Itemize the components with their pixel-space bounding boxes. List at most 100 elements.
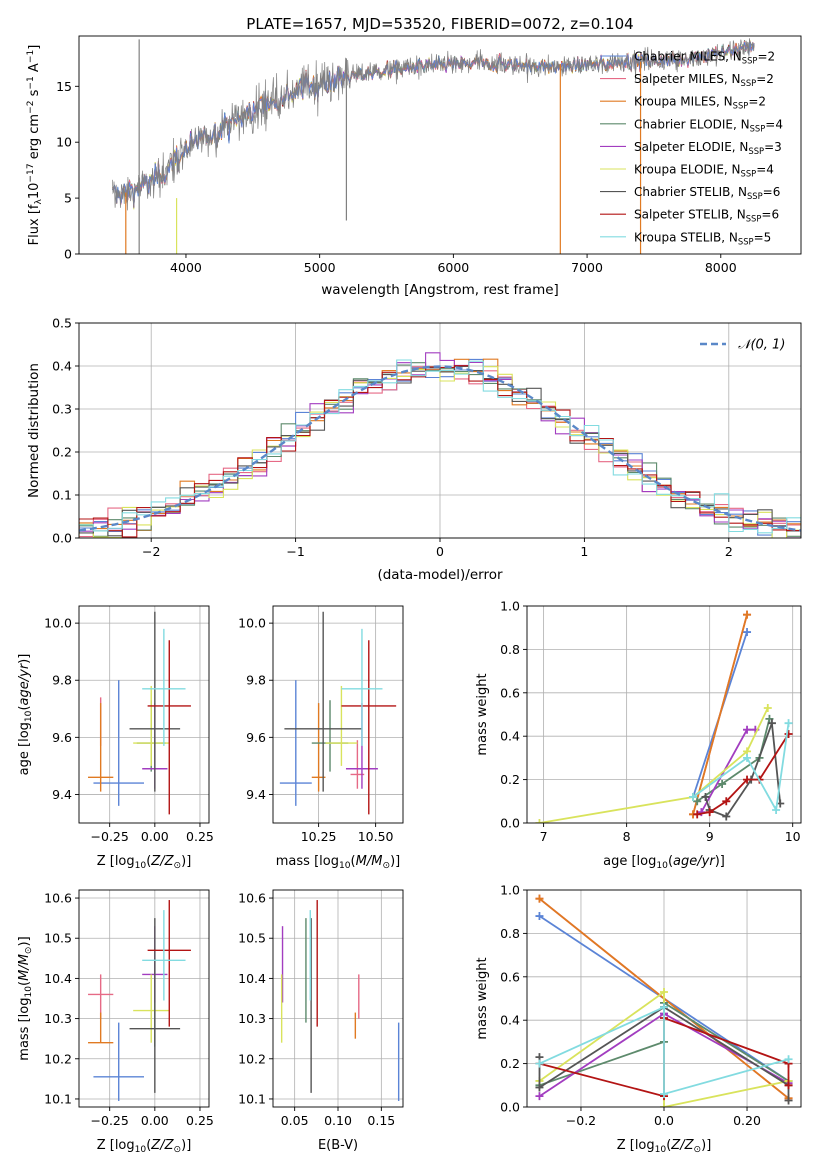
y-tick-label: 9.8 [246,673,266,688]
weight-marker-chabrier_stelib [784,1096,793,1105]
spectrum-plot-area [111,38,755,254]
y-tick-label: 10.1 [44,1091,72,1106]
weight-marker-salpeter_stelib [693,810,702,819]
x-tick-label: 0.10 [324,1113,352,1128]
y-tick-label: 0.6 [500,685,520,700]
x-tick-label: 7000 [571,260,603,275]
weight_vs_age-frame [526,605,802,824]
y-tick-label: 0.8 [500,926,520,941]
mass_vs_ebv-frame [272,889,404,1108]
age_vs_mass-axes: 10.25 10.50 9.4 9.6 9.8 10.0 [238,606,403,844]
spectrum-legend: Chabrier MILES, NSSP=2 Salpeter MILES, NS… [600,50,783,246]
errorbar-kroupa_miles [88,1012,114,1044]
weight-marker-salpeter_stelib [784,730,793,739]
x-tick-label: 2 [725,544,733,559]
y-tick-label: 5 [64,191,72,206]
legend-label-chabrier_miles: Chabrier MILES, NSSP=2 [634,50,775,66]
x-tick-label: 5000 [304,260,336,275]
weight-marker-chabrier_miles [743,628,752,637]
x-tick-label: 6000 [437,260,469,275]
age_vs_Z-ylabel: age [log10(age/yr)] [17,654,34,776]
x-tick-label: −2 [142,544,160,559]
weight-marker-kroupa_elodie [660,987,668,996]
legend-label-kroupa_miles: Kroupa MILES, NSSP=2 [634,95,766,111]
weight-marker-chabrier_stelib [701,792,710,801]
weight-marker-salpeter_elodie [697,808,706,817]
y-tick-label: 0 [64,247,72,262]
errorbar-kroupa_miles [88,703,114,792]
errorbar-kroupa_elodie [325,685,358,766]
y-tick-label: 10.6 [44,891,72,906]
x-tick-label: −0.25 [91,1113,129,1128]
y-tick-label: 0.5 [52,316,72,331]
mass_vs_ebv-axes: 0.05 0.10 0.15 10.1 10.2 10.3 10.4 10.5 10.6 [238,890,403,1128]
age_vs_Z-frame [78,605,210,824]
errorbar-chabrier_miles [93,680,144,806]
weight-marker-kroupa_stelib [772,805,781,814]
errorbar-salpeter_stelib [147,640,191,815]
y-tick-label: 1.0 [500,883,520,898]
y-tick-label: 0.8 [500,642,520,657]
y-tick-label: 0.4 [500,729,520,744]
weight-line-chabrier_elodie [696,718,771,803]
legend-label-chabrier_stelib: Chabrier STELIB, NSSP=6 [634,185,780,201]
mass_vs_ebv-xlabel: E(B-V) [318,1138,358,1153]
weight-marker-salpeter_stelib [784,1081,793,1090]
weight-marker-kroupa_elodie [763,703,772,712]
mass_vs_Z-plot-area [88,900,191,1101]
weight_vs_age-ylabel: mass weight [475,673,490,755]
x-tick-label: 0.0 [654,1113,674,1128]
errorbar-chabrier_stelib [129,611,181,792]
x-tick-label: −1 [286,544,304,559]
figure-title: PLATE=1657, MJD=53520, FIBERID=0072, z=0… [246,15,633,33]
errorbar-kroupa_stelib [142,910,186,1001]
spectrum-xlabel: wavelength [Angstrom, rest frame] [321,282,559,298]
legend-label-kroupa_elodie: Kroupa ELODIE, NSSP=4 [634,163,774,179]
weight-marker-kroupa_miles [743,610,752,619]
y-tick-label: 10.2 [44,1051,72,1066]
x-tick-label: 4000 [170,260,202,275]
weight-line-kroupa_miles [692,614,748,815]
errorbar-salpeter_stelib [341,640,397,815]
weight-marker-chabrier_elodie [718,779,727,788]
legend-label-chabrier_elodie: Chabrier ELODIE, NSSP=4 [634,117,783,133]
y-tick-label: 10.3 [238,1011,266,1026]
legend-label-salpeter_stelib: Salpeter STELIB, NSSP=6 [634,208,779,224]
weight-marker-salpeter_elodie [743,725,752,734]
x-tick-label: 0.25 [186,1113,214,1128]
x-tick-label: 0.05 [281,1113,309,1128]
y-tick-label: 0.0 [500,816,520,831]
y-tick-label: 0.1 [52,488,72,503]
errorbar-chabrier_miles [279,680,312,806]
y-tick-label: 0.2 [52,445,72,460]
y-tick-label: 10.4 [238,971,266,986]
weight-marker-kroupa_stelib [660,1003,668,1012]
y-tick-label: 0.4 [500,1013,520,1028]
x-tick-label: 0.15 [367,1113,395,1128]
y-tick-label: 1.0 [500,599,520,614]
weight_vs_Z-plot-area [535,894,793,1107]
y-tick-label: 10.0 [238,616,266,631]
y-tick-label: 10.6 [238,891,266,906]
x-tick-label: −0.25 [91,829,129,844]
weight-marker-kroupa_stelib [535,1059,544,1068]
y-tick-label: 9.6 [246,730,266,745]
normal-legend-label: 𝒩(0, 1) [738,338,785,353]
age_vs_mass-xlabel: mass [log10(M/M⊙)] [276,854,400,871]
errorbar-kroupa_stelib [142,628,186,746]
age_vs_Z-axes: −0.25 0.00 0.25 9.4 9.6 9.8 10.0 [44,606,214,844]
x-tick-label: 0.00 [141,829,169,844]
weight-marker-kroupa_stelib [743,753,752,762]
mass_vs_Z-ylabel: mass [log10(M/M⊙)] [17,936,34,1060]
age_vs_Z-xlabel: Z [log10(Z/Z⊙)] [97,854,192,871]
x-tick-label: 10.25 [301,829,337,844]
residuals-xlabel: (data-model)/error [377,567,503,583]
y-tick-label: 0.6 [500,969,520,984]
weight-line-kroupa_stelib [692,723,790,813]
y-tick-label: 15 [56,79,72,94]
y-tick-label: 0.2 [500,1056,520,1071]
y-tick-label: 9.4 [52,787,72,802]
y-tick-label: 10.4 [44,971,72,986]
y-tick-label: 10.0 [44,616,72,631]
weight-marker-kroupa_stelib [689,792,698,801]
